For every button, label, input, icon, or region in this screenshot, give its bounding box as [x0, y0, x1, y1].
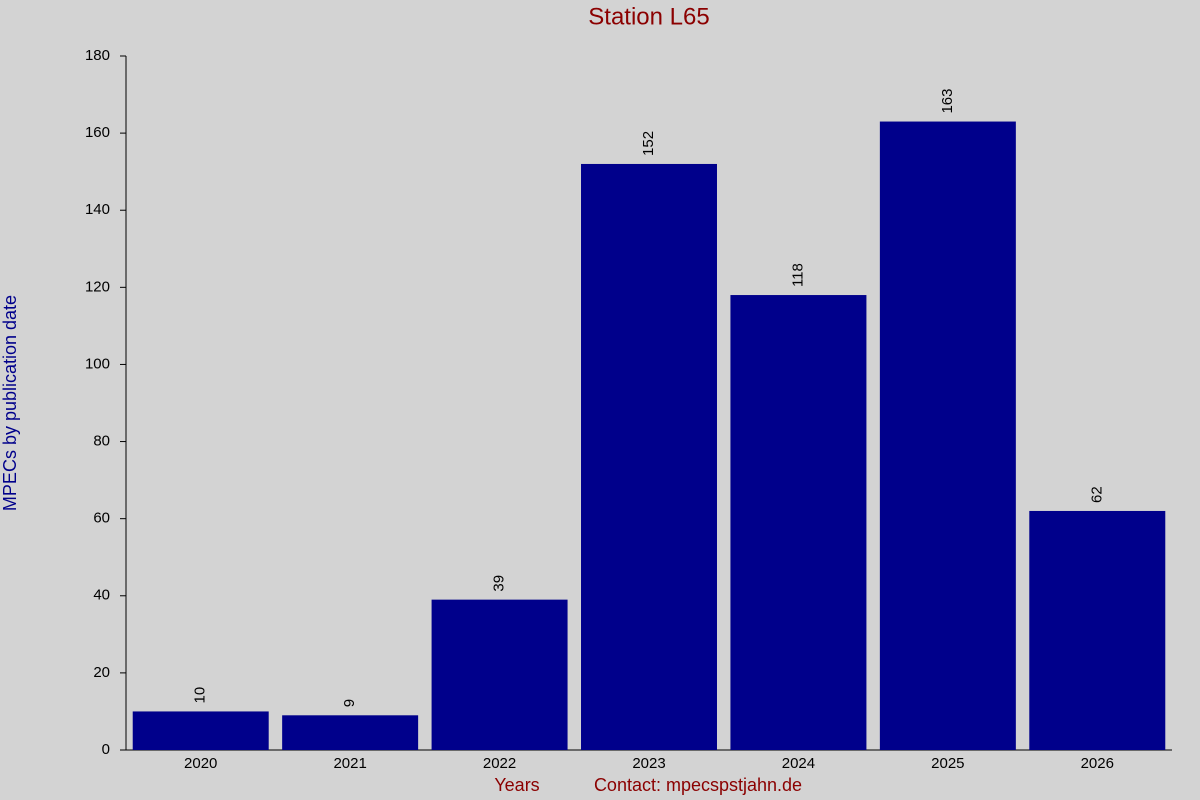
y-tick-label: 180	[85, 47, 110, 64]
bar	[581, 163, 717, 750]
x-tick-label: 2024	[782, 755, 815, 772]
value-label: 10	[192, 687, 209, 704]
bar	[1029, 510, 1166, 750]
contact-note: Contact: mpecspstjahn.de	[594, 775, 802, 795]
y-axis-title: MPECs by publication date	[0, 295, 20, 511]
x-tick-label: 2021	[333, 755, 366, 772]
y-tick-label: 80	[93, 433, 110, 450]
x-tick-label: 2023	[632, 755, 665, 772]
y-tick-label: 100	[85, 355, 110, 372]
value-label: 163	[939, 89, 956, 114]
value-label: 39	[491, 575, 508, 592]
y-tick-label: 60	[93, 510, 110, 527]
bar	[431, 599, 568, 750]
y-tick-label: 40	[93, 587, 110, 604]
x-axis-title: Years	[494, 775, 539, 795]
x-tick-label: 2022	[483, 755, 516, 772]
x-tick-label: 2026	[1081, 755, 1114, 772]
value-label: 152	[640, 131, 657, 156]
chart-title: Station L65	[588, 3, 709, 30]
bar	[730, 295, 867, 750]
y-tick-label: 160	[85, 124, 110, 141]
value-label: 62	[1088, 486, 1105, 503]
y-tick-label: 140	[85, 201, 110, 218]
bar	[132, 711, 269, 750]
value-label: 118	[789, 263, 806, 287]
bar	[879, 121, 1016, 751]
x-tick-label: 2025	[931, 755, 964, 772]
x-tick-label: 2020	[184, 755, 217, 772]
y-tick-label: 0	[102, 741, 110, 758]
value-label: 9	[341, 699, 358, 707]
bar	[282, 715, 419, 750]
y-tick-label: 20	[93, 664, 110, 681]
y-tick-label: 120	[85, 278, 110, 295]
